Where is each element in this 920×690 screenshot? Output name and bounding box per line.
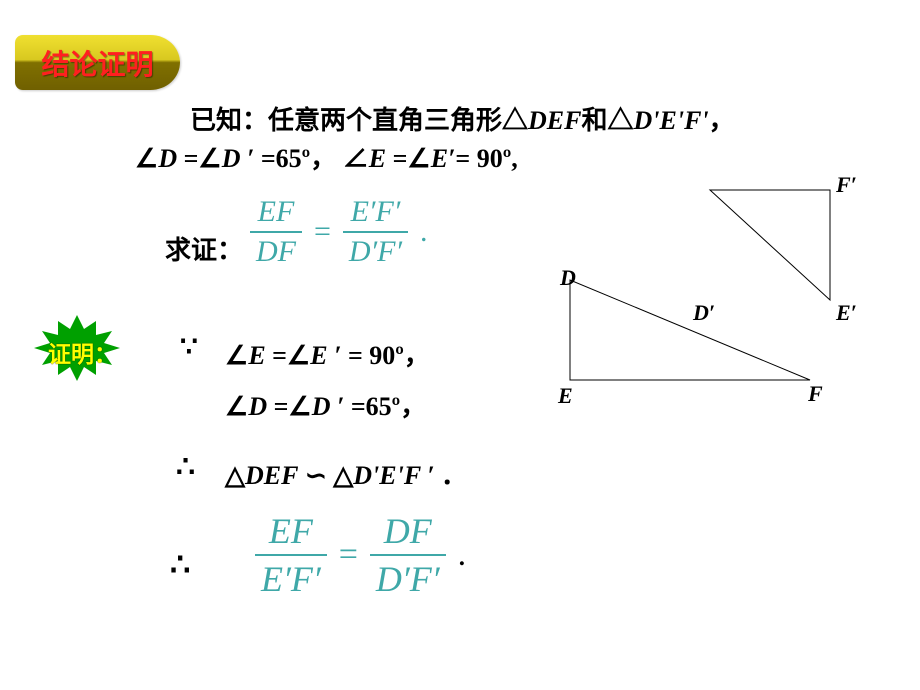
proof-label: 证明： — [48, 335, 117, 369]
label-e: E — [558, 383, 573, 409]
eq: = — [177, 144, 198, 173]
given-line1: 已知：任意两个直角三角形△DEF和△D'E'F'， — [190, 100, 735, 137]
den-df: DF — [250, 231, 302, 269]
given-mid: 和△ — [581, 106, 633, 135]
s1-ep: E ′ — [310, 341, 341, 370]
conclusion-badge: 结论证明 — [15, 35, 180, 90]
because-symbol: ∵ — [180, 330, 198, 364]
fnum-ef: EF — [255, 510, 327, 554]
frac-ef-efp: EF E′F′ — [255, 510, 327, 600]
equals-2: = — [339, 536, 358, 574]
eq90: = 90º, — [455, 144, 517, 173]
label-ep: E′ — [836, 300, 857, 326]
letter-d: D — [158, 144, 177, 173]
therefore-symbol-2: ∴ — [170, 545, 190, 583]
s1-eq: =∠ — [266, 341, 311, 370]
comma: ， — [709, 106, 735, 135]
fnum-df: DF — [370, 510, 446, 554]
equals-1: = — [314, 215, 331, 249]
tri-defp: D'E'F' — [634, 106, 709, 135]
s1-tail: = 90º， — [341, 341, 429, 370]
s3-def: DEF — [245, 461, 298, 490]
step-3: △DEF ∽ △D'E'F ′ ． — [225, 455, 467, 492]
frac-efp-dfp: E′F′ D′F′ — [343, 195, 408, 269]
eq2: = — [386, 144, 407, 173]
angle-sym3: ∠ — [343, 144, 369, 173]
s3-tail: ． — [435, 461, 468, 490]
conclusion-badge-text: 结论证明 — [41, 43, 153, 83]
s2-d: D — [248, 392, 267, 421]
final-dot: . — [458, 536, 467, 574]
angle-sym4: ∠ — [407, 144, 430, 173]
frac-df-dfp: DF D′F′ — [370, 510, 446, 600]
label-f: F — [808, 381, 823, 407]
angle-sym2: ∠ — [198, 144, 221, 173]
fden-efp: E′F′ — [255, 554, 327, 600]
s3-tri: △ — [225, 461, 245, 490]
letter-dp: D ′ — [222, 144, 255, 173]
step-1: ∠E =∠E ′ = 90º， — [225, 335, 430, 372]
s2-eq: =∠ — [267, 392, 312, 421]
label-dp: D′ — [693, 300, 715, 326]
given-prefix: 已知：任意两个直角三角形△ — [190, 106, 528, 135]
step-2: ∠D =∠D ′ =65º， — [225, 386, 426, 423]
therefore-symbol-1: ∴ — [176, 450, 195, 485]
den-dfp: D′F′ — [343, 231, 408, 269]
eq65: =65º， — [254, 144, 336, 173]
label-fp: F′ — [836, 172, 857, 198]
label-d: D — [560, 265, 576, 291]
triangle-defp — [700, 180, 850, 320]
final-equation: EF E′F′ = DF D′F′ . — [255, 510, 466, 600]
fden-dfp: D′F′ — [370, 554, 446, 600]
s2-angle: ∠ — [225, 392, 248, 421]
letter-ep: E′ — [431, 144, 456, 173]
frac-ef-df: EF DF — [250, 195, 302, 269]
s2-tail: =65º， — [344, 392, 426, 421]
s2-dp: D ′ — [312, 392, 345, 421]
prove-label: 求证： — [165, 230, 243, 267]
num-ef: EF — [250, 195, 302, 231]
tri-def: DEF — [528, 106, 581, 135]
s1-e: E — [248, 341, 265, 370]
letter-e: E — [369, 144, 386, 173]
s3-sim: ∽ △ — [298, 461, 353, 490]
prove-equation: EF DF = E′F′ D′F′ . — [250, 195, 428, 269]
given-line2: ∠D =∠D ′ =65º， ∠E =∠E′= 90º, — [135, 138, 518, 175]
prove-dot: . — [420, 215, 428, 249]
s3-defp: D'E'F ′ — [353, 461, 434, 490]
angle-sym: ∠ — [135, 144, 158, 173]
num-efp: E′F′ — [343, 195, 408, 231]
s1-angle: ∠ — [225, 341, 248, 370]
